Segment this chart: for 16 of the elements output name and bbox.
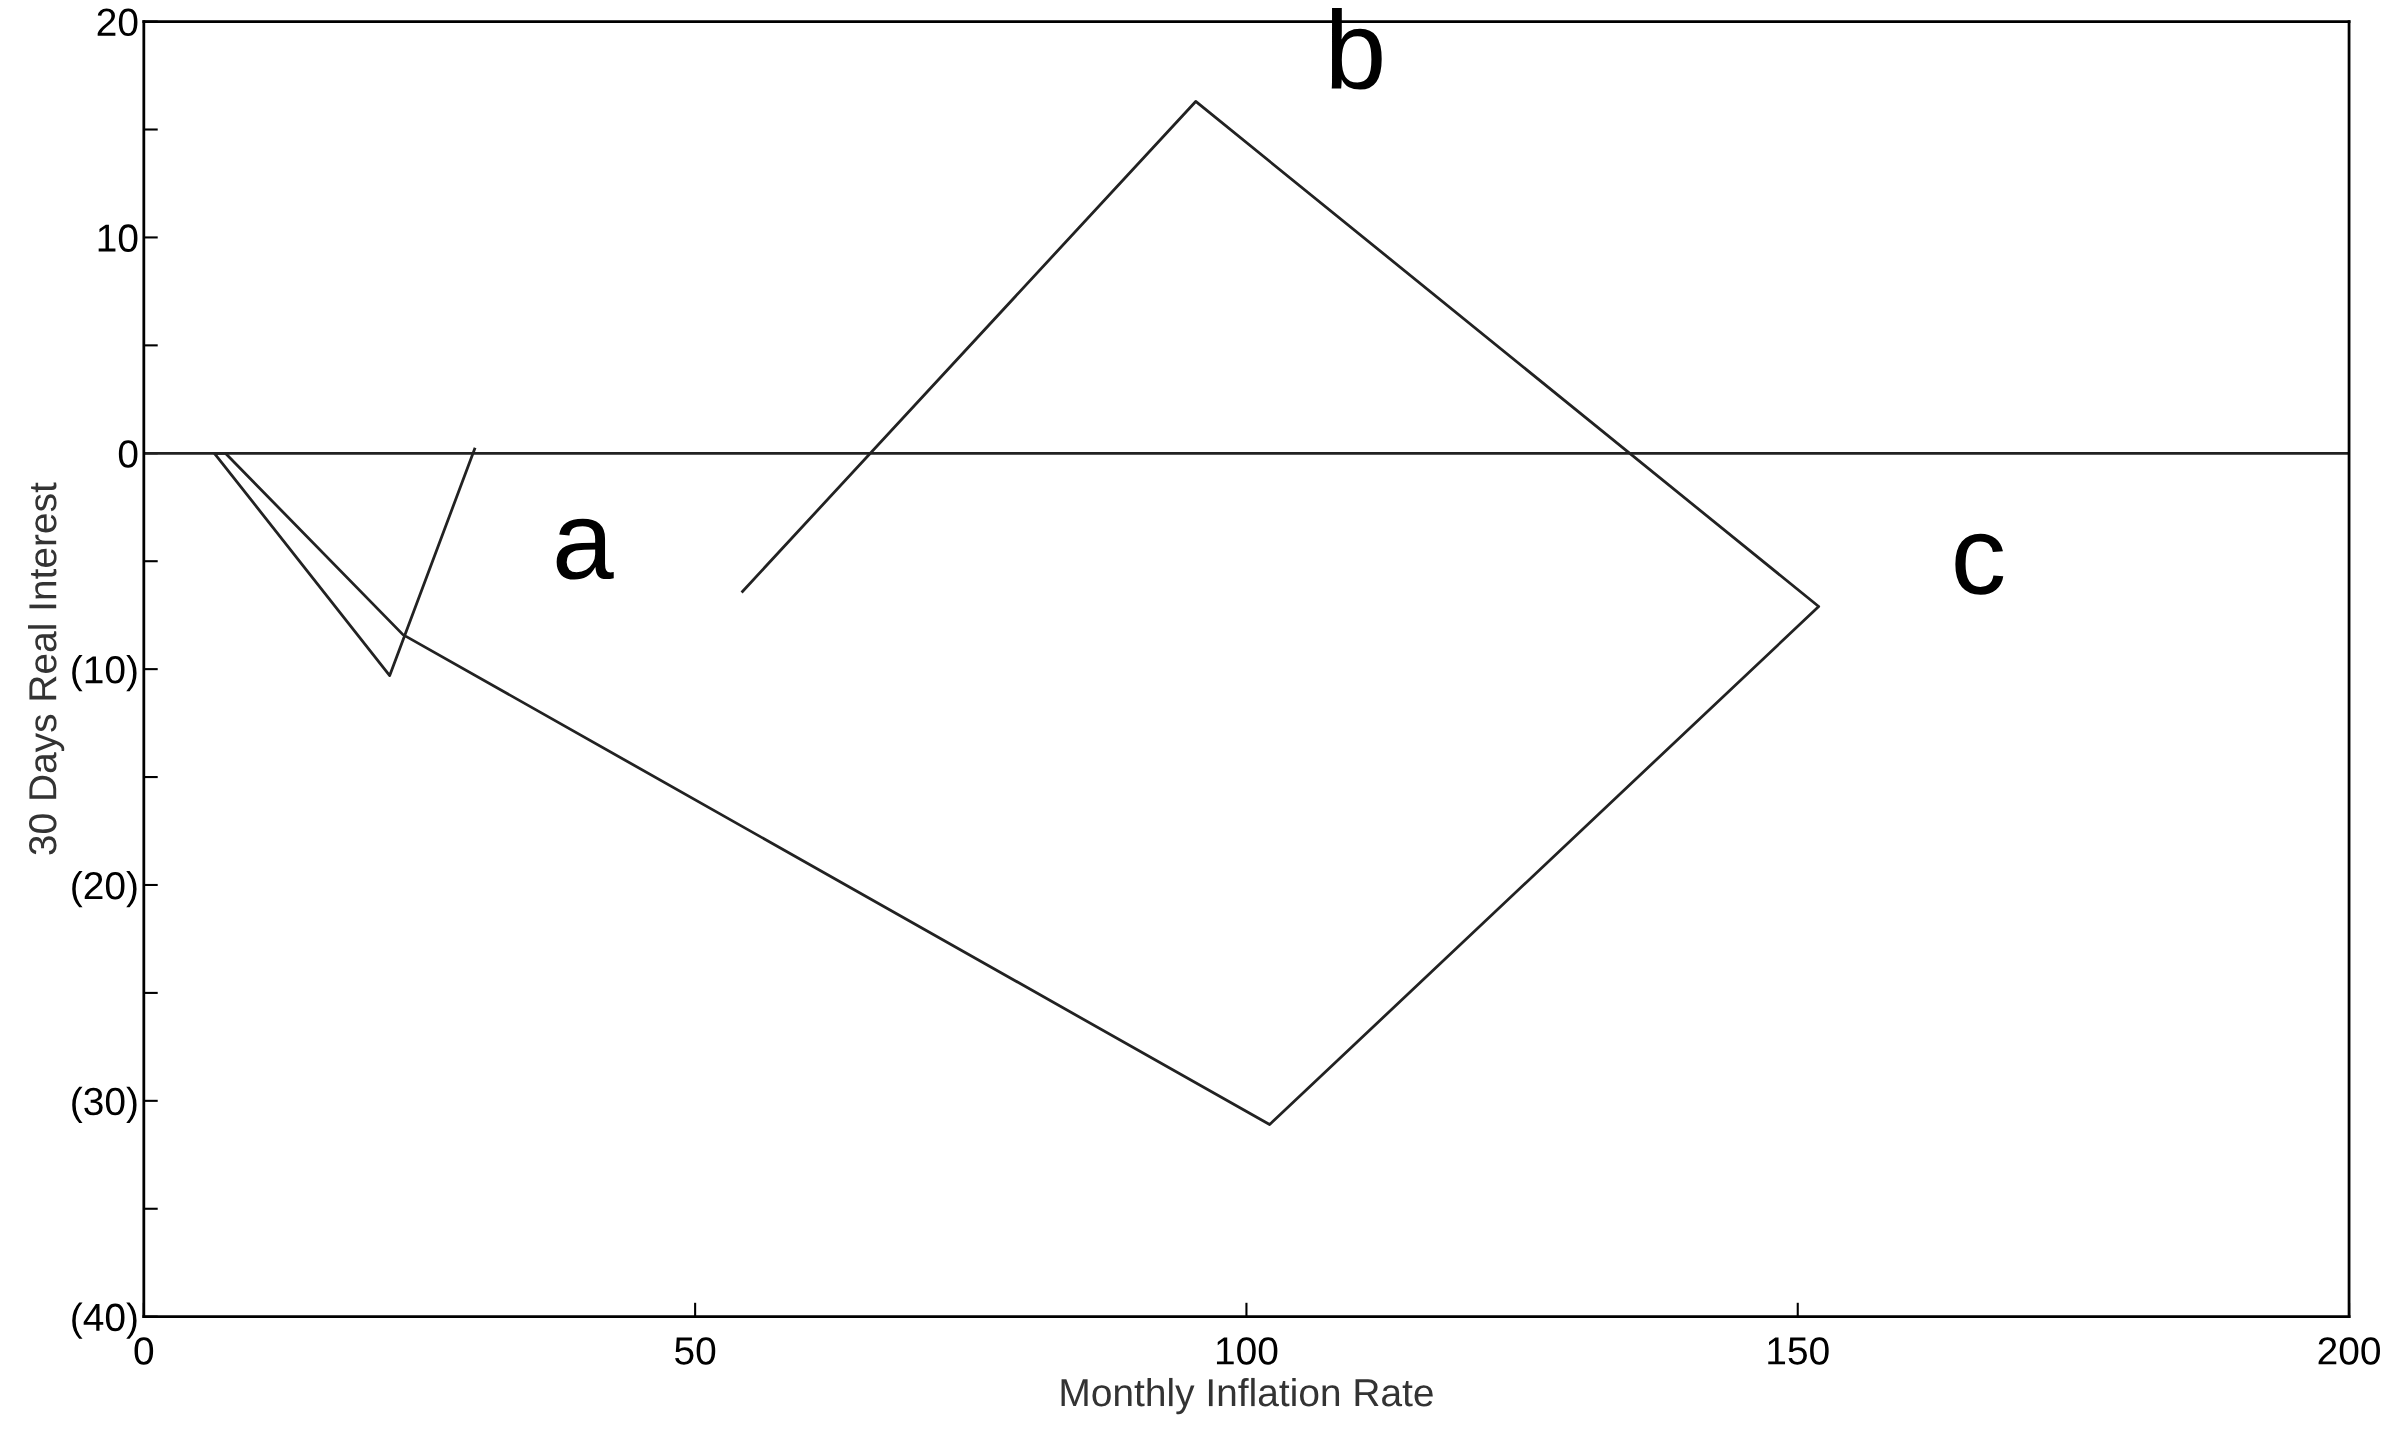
annotation: c <box>1955 533 2004 595</box>
y-tick-label: (40) <box>72 1302 137 1339</box>
y-tick-label: 20 <box>97 8 138 37</box>
y-tick-label: (10) <box>72 655 137 692</box>
x-tick-label: 100 <box>1216 1337 1278 1365</box>
y-tick-label: 10 <box>98 224 138 252</box>
annotation: a <box>556 518 614 580</box>
y-tick-label: (30) <box>72 1086 137 1123</box>
x-axis-title: Monthly Inflation Rate <box>1061 1377 1433 1415</box>
y-axis-title: 30 Days Real Interest <box>28 482 65 855</box>
x-tick-label: 200 <box>2318 1337 2380 1365</box>
y-tick-label: 0 <box>118 440 138 468</box>
annotation: b <box>1331 7 1382 90</box>
x-tick-label: 150 <box>1768 1337 1829 1365</box>
y-tick-label: (20) <box>72 870 137 908</box>
x-tick-label: 50 <box>675 1337 716 1365</box>
